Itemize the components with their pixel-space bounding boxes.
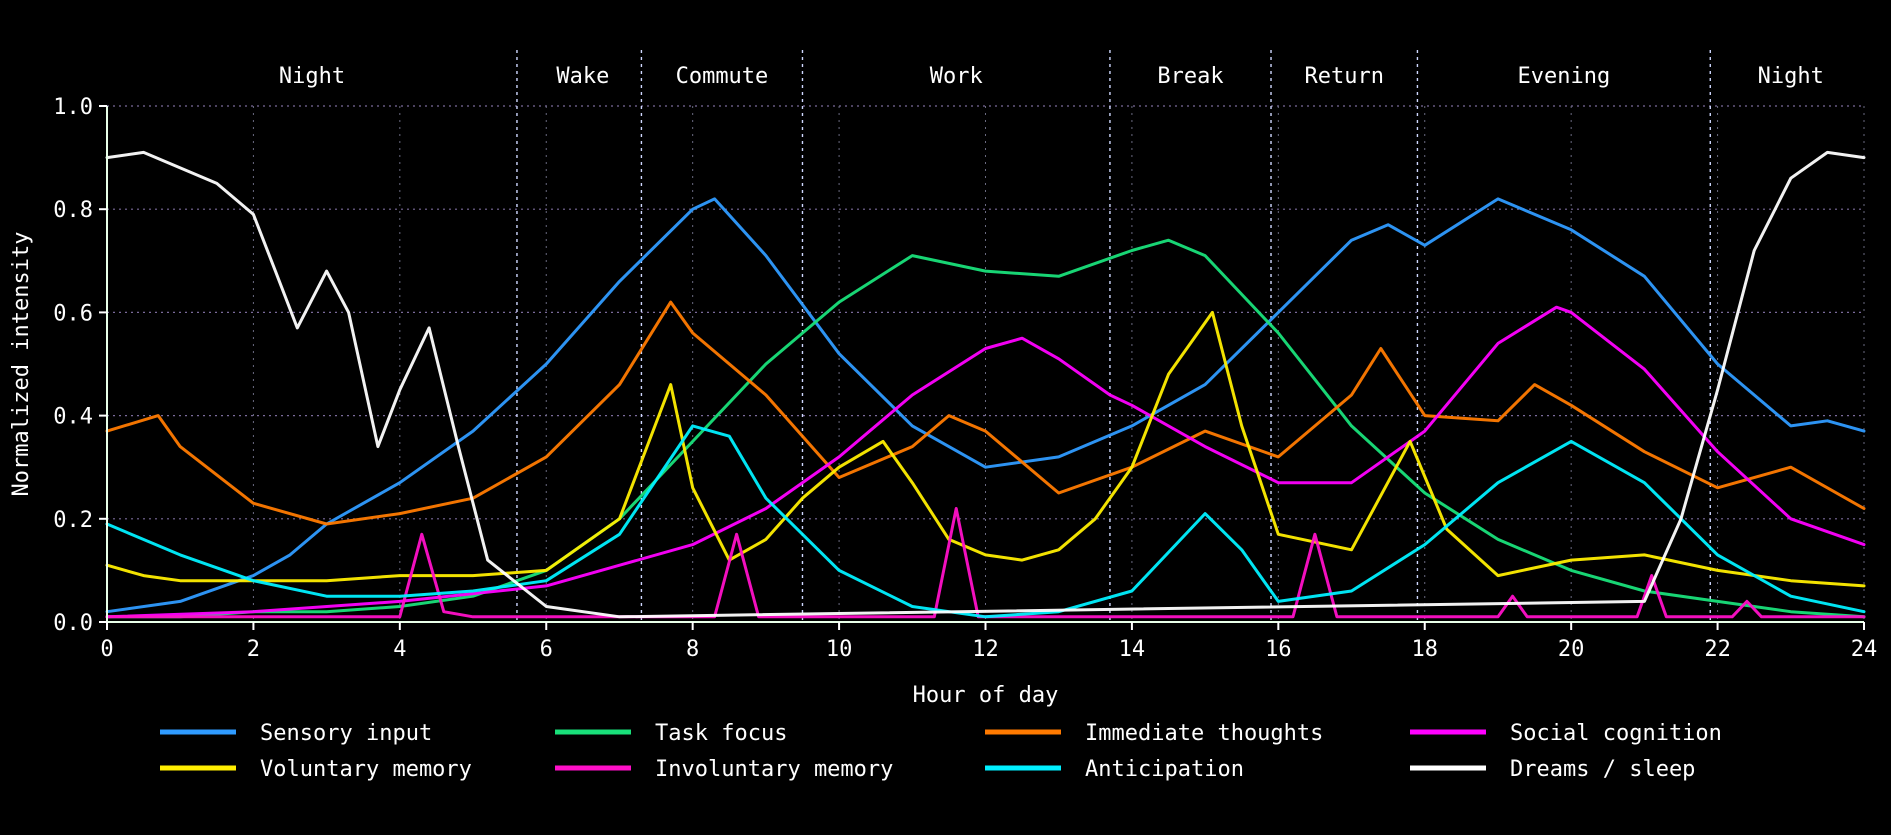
series-line xyxy=(105,507,1866,619)
y-tick-label: 1.0 xyxy=(53,95,93,120)
series-line xyxy=(105,305,1866,619)
legend: Sensory input Voluntary memory Task focus I… xyxy=(160,721,1722,782)
x-tick-label: 4 xyxy=(393,637,406,662)
x-tick-label: 6 xyxy=(540,637,553,662)
legend-label: Dreams / sleep xyxy=(1510,757,1695,782)
y-tick-label: 0.0 xyxy=(53,611,93,636)
phase-label: Evening xyxy=(1517,64,1610,89)
x-tick-label: 2 xyxy=(247,637,260,662)
phase-annotations: Night Wake Commute Work Break Return Evening Ni… xyxy=(279,50,1824,622)
series-lines xyxy=(105,150,1866,619)
phase-label: Night xyxy=(279,64,345,89)
y-axis-title: Normalized intensity xyxy=(9,232,34,497)
series-line xyxy=(105,150,1866,619)
x-tick-label: 16 xyxy=(1265,637,1292,662)
legend-label: Anticipation xyxy=(1085,757,1244,782)
series-line xyxy=(105,310,1866,588)
series-line xyxy=(105,300,1866,526)
legend-label: Sensory input xyxy=(260,721,432,746)
series-line xyxy=(105,238,1866,619)
x-tick-label: 18 xyxy=(1412,637,1439,662)
phase-label: Break xyxy=(1157,64,1223,89)
legend-label: Voluntary memory xyxy=(260,757,472,782)
y-tick-label: 0.4 xyxy=(53,405,93,430)
legend-label: Task focus xyxy=(655,721,787,746)
legend-label: Social cognition xyxy=(1510,721,1722,746)
series-line xyxy=(105,197,1866,614)
legend-label: Involuntary memory xyxy=(655,757,893,782)
phase-label: Commute xyxy=(676,64,769,89)
y-tick-label: 0.2 xyxy=(53,508,93,533)
x-tick-label: 24 xyxy=(1851,637,1878,662)
series-line xyxy=(105,424,1866,619)
y-tick-label: 0.6 xyxy=(53,301,93,326)
axes: 0.00.20.40.60.81.00 2 4 6 8 10 12 14 16 18 20 22 24H… xyxy=(9,95,1877,708)
x-tick-label: 22 xyxy=(1704,637,1731,662)
x-tick-label: 8 xyxy=(686,637,699,662)
phase-label: Wake xyxy=(556,64,609,89)
x-tick-label: 0 xyxy=(100,637,113,662)
phase-label: Return xyxy=(1304,64,1383,89)
x-tick-label: 14 xyxy=(1119,637,1146,662)
x-tick-label: 10 xyxy=(826,637,853,662)
phase-label: Work xyxy=(930,64,983,89)
phase-label: Night xyxy=(1758,64,1824,89)
x-axis-title: Hour of day xyxy=(913,683,1059,708)
y-tick-label: 0.8 xyxy=(53,198,93,223)
x-tick-label: 12 xyxy=(972,637,999,662)
x-tick-label: 20 xyxy=(1558,637,1585,662)
legend-label: Immediate thoughts xyxy=(1085,721,1323,746)
